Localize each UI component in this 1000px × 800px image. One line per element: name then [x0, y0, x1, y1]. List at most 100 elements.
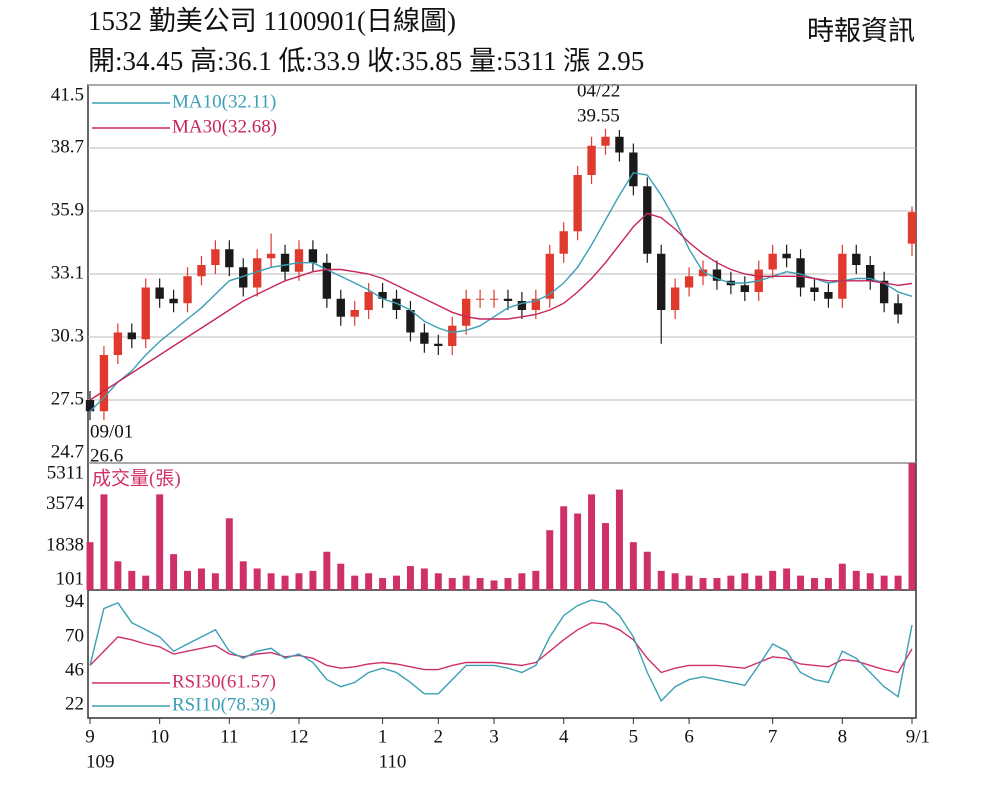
volume-bar — [908, 463, 916, 590]
volume-bar — [239, 561, 247, 590]
candle-body — [406, 310, 415, 333]
volume-bar — [546, 530, 554, 590]
volume-bar — [225, 518, 233, 590]
candle-body — [503, 298, 513, 301]
volume-bar — [434, 573, 442, 590]
candle-body — [99, 355, 109, 412]
candle-body — [280, 253, 290, 272]
candle-body — [322, 262, 332, 299]
y-tick-label: 27.5 — [51, 388, 84, 409]
candle-body — [657, 253, 666, 310]
candle-body — [448, 325, 457, 346]
x-tick-label: 2 — [434, 726, 444, 747]
x-tick-label: 10 — [150, 726, 169, 747]
volume-bar — [462, 575, 470, 590]
volume-bar — [365, 573, 373, 590]
candle-body — [197, 265, 206, 277]
volume-bar — [406, 566, 414, 590]
volume-bar — [281, 575, 289, 590]
volume-bar — [894, 575, 902, 590]
x-year-label: 109 — [86, 751, 115, 772]
candle-body — [712, 269, 722, 281]
candle-body — [475, 298, 485, 300]
x-tick-label: 7 — [768, 726, 778, 747]
candle-body — [643, 186, 652, 254]
y-tick-label: 30.3 — [51, 325, 84, 346]
x-tick-label: 11 — [220, 726, 238, 747]
legend-label: MA30(32.68) — [172, 116, 277, 137]
volume-bar — [574, 513, 582, 590]
volume-bar — [142, 575, 150, 590]
candle-body — [392, 298, 401, 310]
candle-body — [531, 298, 541, 310]
y-tick-label: 5311 — [47, 462, 84, 483]
x-tick-label: 9/1 — [906, 726, 930, 747]
candle-body — [670, 287, 680, 310]
candle-body — [489, 298, 499, 300]
volume-bar — [295, 573, 303, 590]
candle-body — [545, 253, 554, 299]
volume-bar — [337, 563, 345, 590]
candle-body — [350, 310, 359, 317]
candle-body — [308, 249, 318, 263]
y-tick-label: 94 — [65, 591, 85, 612]
ma-line — [89, 172, 913, 412]
candle-body — [239, 267, 248, 288]
volume-bar — [755, 575, 763, 590]
volume-bar — [490, 580, 498, 590]
y-tick-label: 38.7 — [51, 136, 84, 157]
candle-body — [127, 332, 136, 340]
legend-label: RSI30(61.57) — [172, 671, 276, 692]
candle-body — [698, 269, 708, 277]
candle-body — [587, 145, 596, 175]
x-tick-label: 3 — [489, 726, 499, 747]
y-tick-label: 70 — [65, 625, 84, 646]
volume-bar — [838, 563, 846, 590]
ma-line — [89, 212, 913, 401]
candle-body — [824, 292, 833, 299]
volume-bar — [643, 551, 651, 590]
candle-body — [866, 265, 875, 281]
x-tick-label: 9 — [85, 726, 95, 747]
rsi-line — [89, 621, 913, 674]
candle-body — [378, 292, 387, 299]
candle-body — [113, 332, 123, 355]
chart-subtitle: 開:34.45 高:36.1 低:33.9 收:35.85 量:5311 漲 2… — [88, 46, 644, 76]
volume-bar — [783, 568, 791, 590]
volume-bar — [211, 573, 219, 590]
x-tick-label: 4 — [559, 726, 569, 747]
annotation: 39.55 — [577, 105, 620, 126]
candle-body — [183, 276, 192, 304]
candle-body — [364, 292, 373, 310]
volume-bar — [671, 573, 679, 590]
annotation: 26.6 — [90, 445, 123, 466]
candle-body — [461, 298, 471, 326]
candle-body — [838, 253, 847, 299]
candle-body — [253, 258, 262, 288]
volume-bar — [448, 578, 456, 590]
candle-body — [169, 298, 178, 304]
y-tick-label: 22 — [65, 694, 84, 715]
candle-body — [615, 136, 624, 153]
annotation: 04/22 — [577, 80, 620, 101]
volume-bar — [588, 494, 596, 590]
candle-body — [336, 298, 345, 317]
volume-bar — [197, 568, 205, 590]
x-tick-label: 8 — [838, 726, 848, 747]
candle-body — [559, 231, 568, 254]
y-tick-label: 41.5 — [51, 84, 84, 105]
candle-body — [434, 343, 443, 346]
volume-bar — [170, 554, 178, 590]
y-tick-label: 46 — [65, 659, 84, 680]
legend-label: MA10(32.11) — [172, 91, 276, 112]
y-tick-label: 33.1 — [51, 262, 84, 283]
volume-bar — [86, 542, 94, 590]
chart-title: 1532 勤美公司 1100901(日線圖) — [88, 6, 456, 36]
candle-body — [517, 301, 527, 310]
volume-bar — [128, 570, 136, 590]
volume-bar — [685, 575, 693, 590]
candle-body — [294, 249, 304, 272]
volume-bar — [602, 523, 609, 590]
candle-body — [740, 285, 749, 292]
